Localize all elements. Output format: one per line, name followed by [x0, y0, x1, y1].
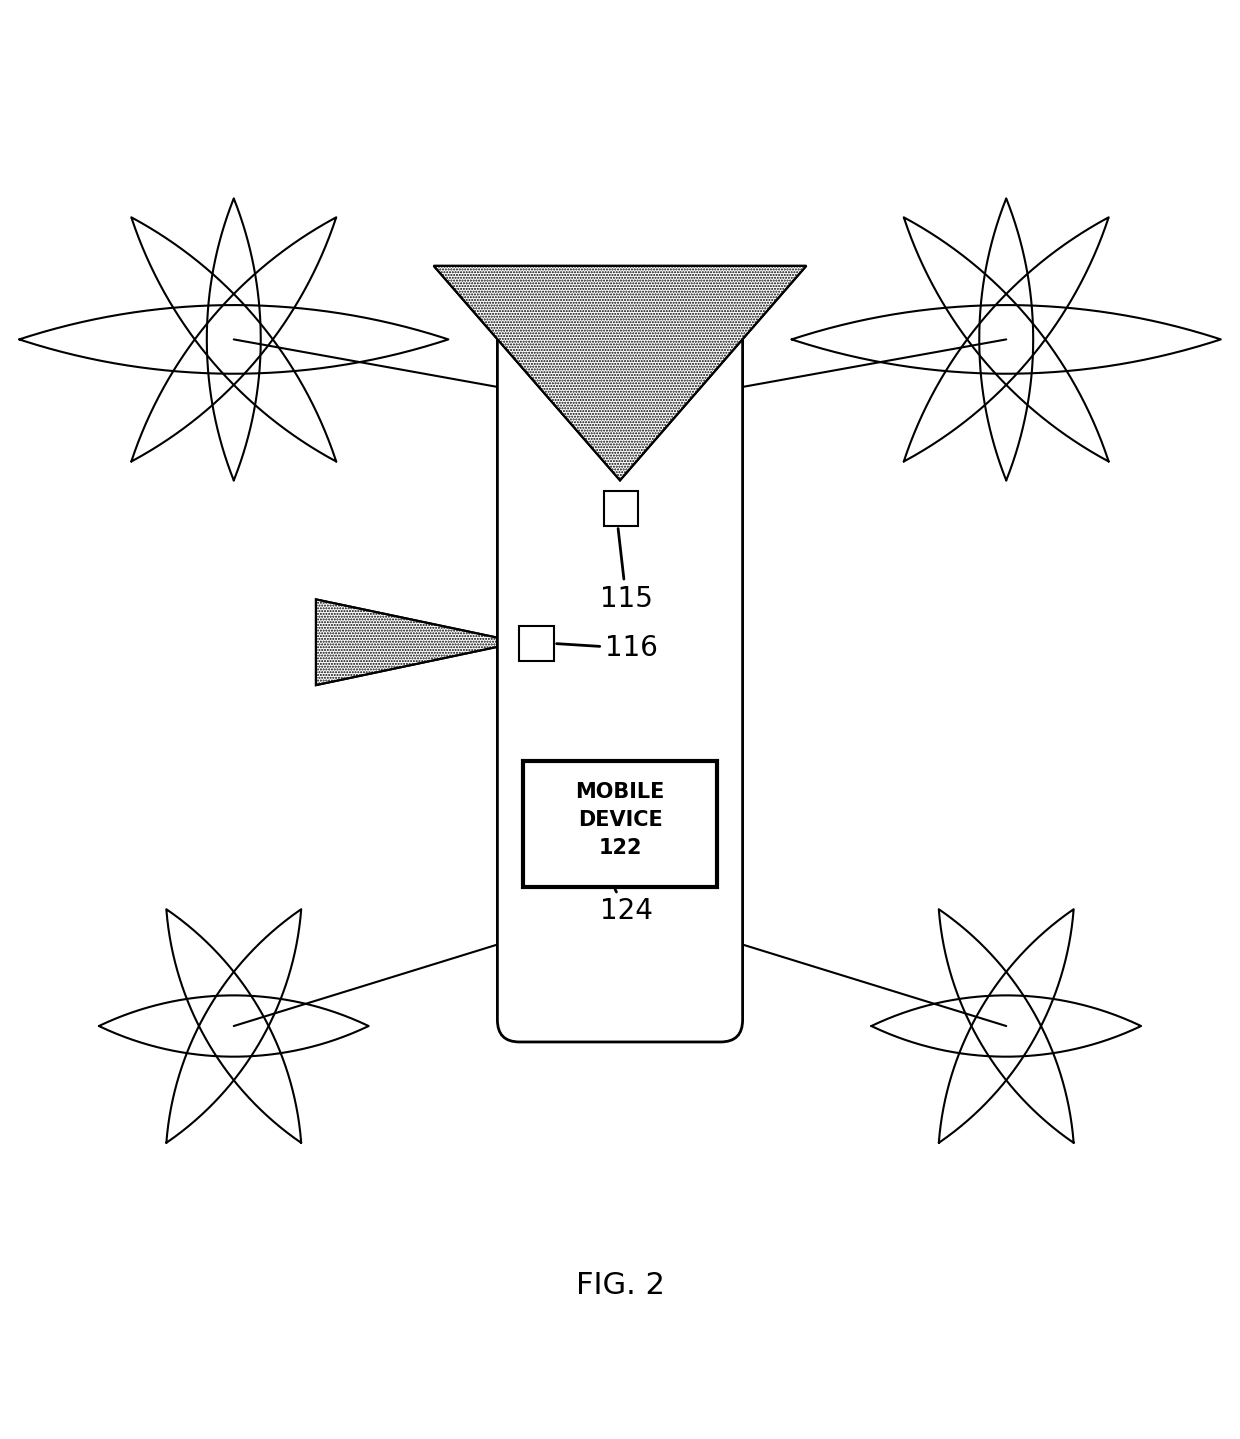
Text: 116: 116 [557, 635, 658, 662]
Text: 115: 115 [600, 528, 652, 613]
Text: FIG. 2: FIG. 2 [575, 1272, 665, 1301]
Text: 124: 124 [600, 889, 652, 925]
Bar [520, 626, 554, 661]
Polygon shape [316, 599, 520, 685]
Bar [604, 492, 639, 525]
Polygon shape [434, 266, 806, 481]
FancyBboxPatch shape [497, 292, 743, 1042]
Text: MOBILE
DEVICE
122: MOBILE DEVICE 122 [575, 781, 665, 858]
Bar [523, 761, 717, 886]
